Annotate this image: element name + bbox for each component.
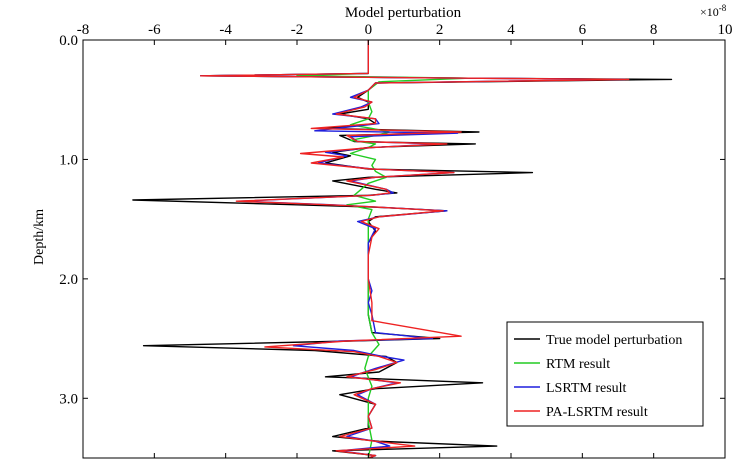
legend-label: PA-LSRTM result bbox=[546, 405, 648, 420]
x-exponent-power: -8 bbox=[719, 3, 727, 13]
x-tick-label: 6 bbox=[579, 22, 587, 38]
y-tick-label: 1.0 bbox=[59, 152, 78, 168]
axes: -8 -6 -4 -2 0 2 4 6 8 10 0.0 1.0 2.0 3.0 bbox=[59, 22, 733, 459]
y-axis-label: Depth/km bbox=[32, 209, 47, 265]
plot-frame bbox=[82, 39, 726, 459]
x-tick-label: -4 bbox=[219, 22, 232, 38]
y-tick-label: 3.0 bbox=[59, 391, 78, 407]
legend: True model perturbation RTM result LSRTM r… bbox=[506, 321, 704, 427]
x-axis-label: Model perturbation bbox=[345, 5, 462, 21]
series-line-4 bbox=[200, 40, 630, 458]
legend-label: LSRTM result bbox=[546, 381, 627, 396]
x-tick-label: -6 bbox=[148, 22, 161, 38]
x-exponent-base: ×10 bbox=[700, 5, 719, 19]
x-tick-label: 0 bbox=[365, 22, 373, 38]
x-tick-label: -8 bbox=[77, 22, 90, 38]
legend-label: True model perturbation bbox=[546, 333, 682, 348]
x-tick-label: 10 bbox=[718, 22, 733, 38]
x-tick-label: 8 bbox=[650, 22, 658, 38]
legend-label: RTM result bbox=[546, 357, 610, 372]
x-tick-label: 4 bbox=[507, 22, 515, 38]
series-line-2 bbox=[296, 40, 469, 458]
y-tick-label: 0.0 bbox=[59, 33, 78, 49]
x-axis-exponent: ×10-8 bbox=[700, 3, 727, 19]
x-tick-label: -2 bbox=[291, 22, 304, 38]
y-tick-label: 2.0 bbox=[59, 272, 78, 288]
plot-series bbox=[132, 40, 673, 458]
x-tick-label: 2 bbox=[436, 22, 444, 38]
